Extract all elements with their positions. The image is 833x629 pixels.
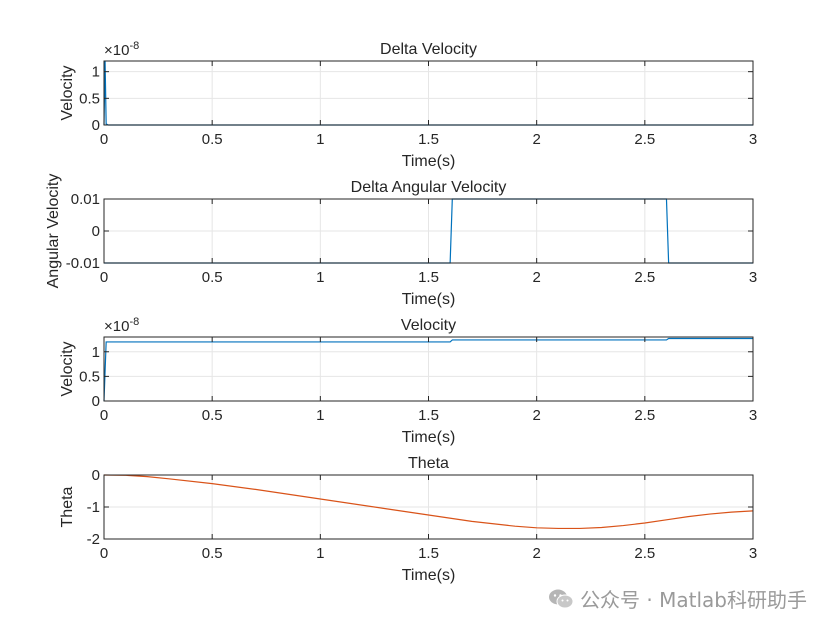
y-axis-label: Velocity — [59, 65, 76, 120]
wechat-icon — [549, 589, 574, 608]
x-tick-label: 2 — [532, 407, 540, 424]
subplot-title: Theta — [408, 455, 449, 472]
y-tick-label: 0.5 — [79, 368, 100, 385]
x-tick-label: 3 — [749, 545, 757, 562]
x-tick-label: 3 — [749, 131, 757, 148]
x-tick-label: 1.5 — [418, 407, 439, 424]
x-tick-label: 2.5 — [634, 407, 655, 424]
x-tick-label: 0 — [100, 545, 108, 562]
subplot-1: 0 0.5 1 1.5 2 2.5 3 0 0.5 1 Delta Velocity Time(s) V… — [59, 40, 757, 170]
x-tick-label: 2 — [532, 131, 540, 148]
subplot-title: Delta Velocity — [380, 41, 477, 58]
y-tick-label: 0.01 — [71, 191, 100, 208]
watermark-text: 公众号 · Matlab科研助手 — [580, 588, 807, 612]
y-tick-label: -2 — [87, 531, 100, 548]
y-tick-label: 1 — [92, 344, 100, 361]
y-axis-exponent: ×10-8 — [104, 40, 139, 59]
x-tick-label: 0.5 — [202, 269, 223, 286]
y-axis-exponent-power: -8 — [129, 316, 139, 328]
x-tick-label: 0.5 — [202, 407, 223, 424]
x-tick-label: 1 — [316, 269, 324, 286]
x-tick-label: 1 — [316, 131, 324, 148]
x-tick-label: 1.5 — [418, 269, 439, 286]
y-tick-label: 1 — [92, 64, 100, 81]
y-axis-label: Velocity — [59, 341, 76, 396]
y-tick-label: 0 — [92, 117, 100, 134]
x-tick-label: 1.5 — [418, 131, 439, 148]
x-tick-label: 1 — [316, 545, 324, 562]
subplot-title: Velocity — [401, 317, 456, 334]
series-line-1 — [103, 337, 753, 402]
x-tick-label: 0 — [100, 407, 108, 424]
x-axis-label: Time(s) — [402, 429, 456, 446]
y-tick-label: 0 — [92, 223, 100, 240]
subplot-4: 0 0.5 1 1.5 2 2.5 3 -2 -1 0 Theta Time(s) Theta — [59, 455, 757, 584]
y-tick-label: 0.5 — [79, 90, 100, 107]
x-tick-label: 1 — [316, 407, 324, 424]
x-tick-label: 2.5 — [634, 269, 655, 286]
subplot-3: 0 0.5 1 1.5 2 2.5 3 0 0.5 1 Velocity Time(s) Velocit… — [59, 316, 757, 446]
y-tick-label: -0.01 — [66, 255, 100, 272]
y-tick-label: 0 — [92, 467, 100, 484]
y-axis-exponent-power: -8 — [129, 40, 139, 52]
x-tick-label: 3 — [749, 269, 757, 286]
x-axis-label: Time(s) — [402, 567, 456, 584]
y-tick-label: 0 — [92, 393, 100, 410]
y-tick-label: -1 — [87, 499, 100, 516]
x-tick-label: 0 — [100, 131, 108, 148]
x-tick-label: 2 — [532, 269, 540, 286]
x-tick-label: 2.5 — [634, 545, 655, 562]
watermark: 公众号 · Matlab科研助手 — [548, 584, 807, 613]
x-tick-label: 0.5 — [202, 545, 223, 562]
x-tick-label: 1.5 — [418, 545, 439, 562]
x-tick-label: 2.5 — [634, 131, 655, 148]
y-axis-label: Theta — [59, 486, 76, 527]
x-axis-label: Time(s) — [402, 153, 456, 170]
series-line-1 — [103, 474, 754, 530]
x-tick-label: 3 — [749, 407, 757, 424]
x-axis-label: Time(s) — [402, 291, 456, 308]
y-axis-label: Angular Velocity — [45, 174, 62, 289]
y-axis-exponent: ×10-8 — [104, 316, 139, 335]
x-tick-label: 0 — [100, 269, 108, 286]
x-tick-label: 2 — [532, 545, 540, 562]
subplot-title: Delta Angular Velocity — [351, 179, 507, 196]
x-tick-label: 0.5 — [202, 131, 223, 148]
